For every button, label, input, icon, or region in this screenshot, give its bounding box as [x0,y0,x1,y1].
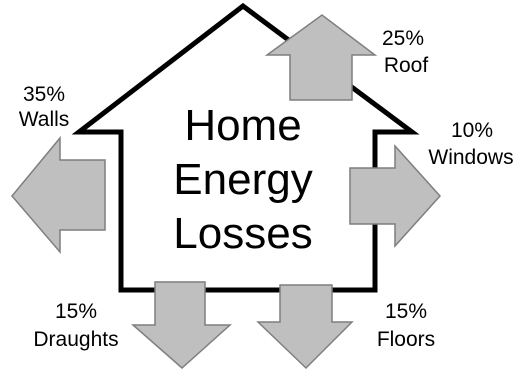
floors-label: Floors [377,328,435,351]
windows-percent: 10% [451,119,493,142]
title-line-losses: Losses [173,209,312,258]
walls-label: Walls [19,108,70,131]
walls-arrow-icon [11,135,106,255]
windows-arrow-icon [349,144,442,248]
floors-percent: 15% [385,300,427,323]
roof-percent: 25% [382,27,424,50]
draughts-label: Draughts [33,328,118,351]
draughts-arrow-icon [131,281,232,370]
windows-label: Windows [428,146,513,169]
title-line-home: Home [184,101,301,150]
roof-label: Roof [384,54,429,77]
walls-percent: 35% [23,83,65,106]
title-line-energy: Energy [173,155,312,204]
draughts-percent: 15% [55,300,97,323]
roof-arrow-icon [264,14,378,101]
floors-arrow-icon [256,284,354,370]
